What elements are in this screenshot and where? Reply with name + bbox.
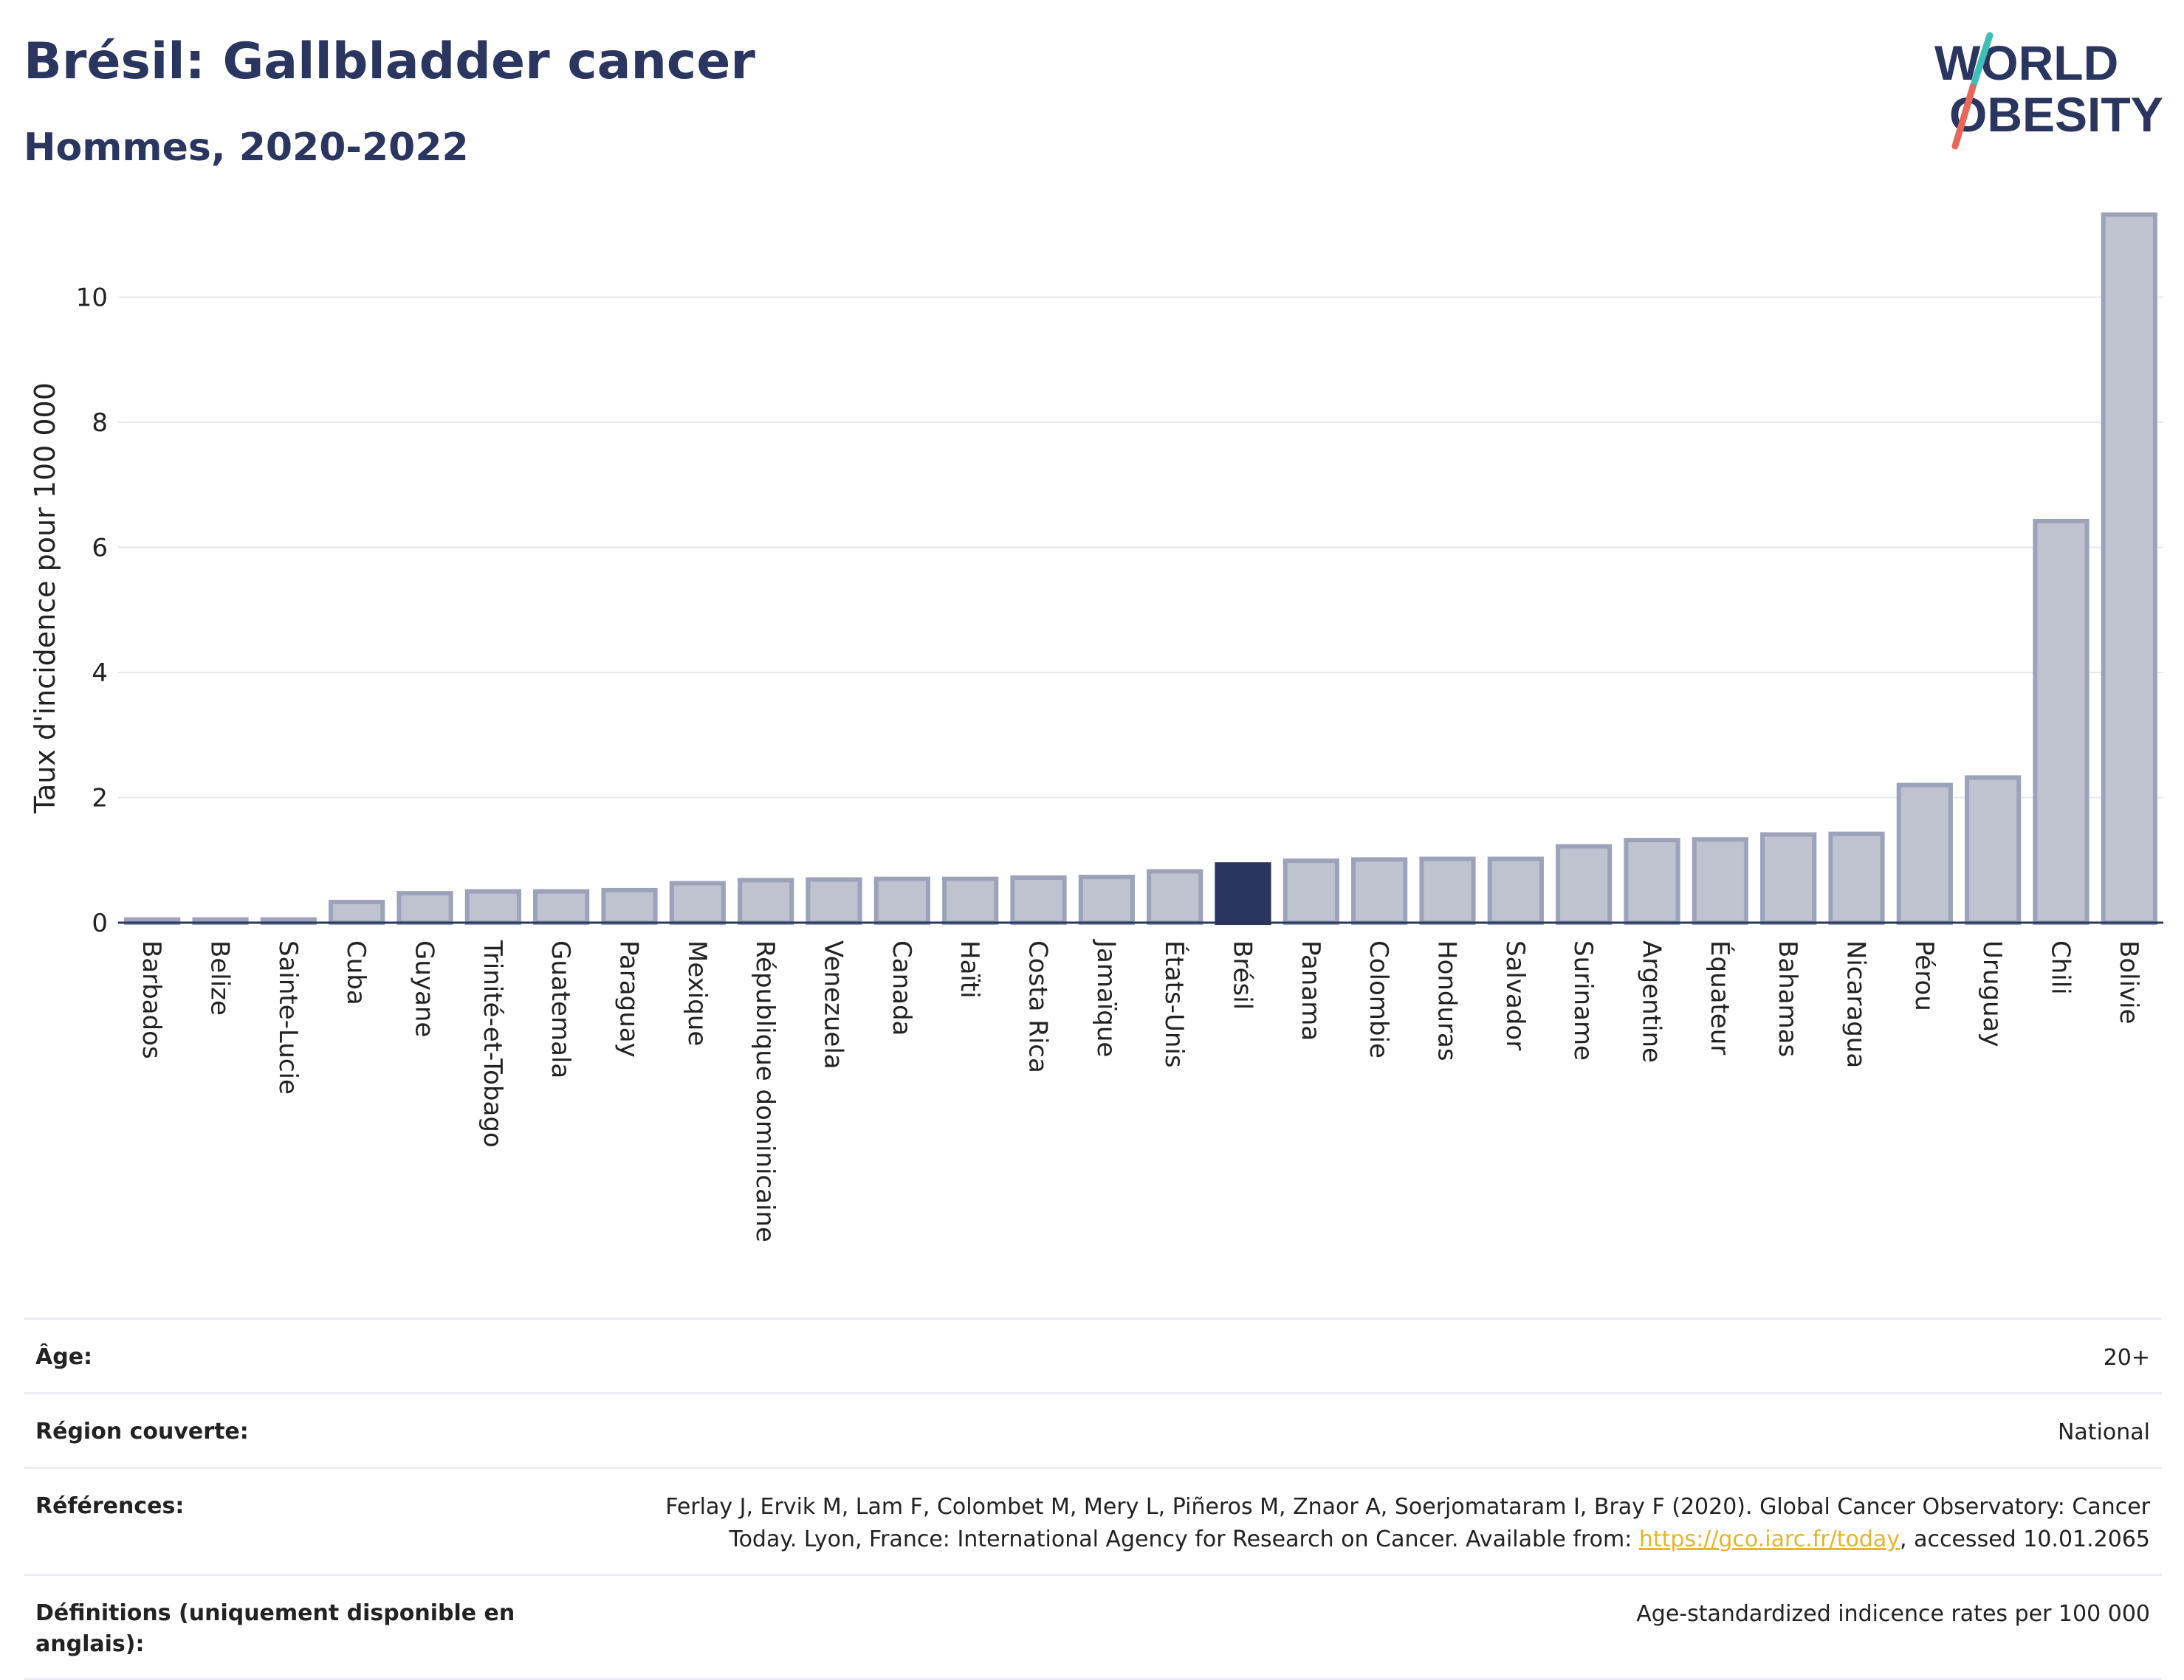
bar-Salvador — [1487, 856, 1544, 926]
age-label: Âge: — [35, 1344, 93, 1370]
x-tick-labels: Barbados Belize Sainte-Lucie Cuba Guyane Trin… — [137, 939, 2143, 1242]
x-tick-label: Uruguay — [1977, 940, 2007, 1047]
svg-text:WORLD: WORLD — [1934, 35, 2118, 90]
x-tick-label: Bahamas — [1773, 940, 1802, 1057]
bar-Venezuela — [806, 877, 862, 925]
x-tick-label: Mexique — [682, 940, 712, 1046]
y-tick-label: 4 — [92, 658, 108, 688]
bar-Chili — [2033, 518, 2089, 925]
bar-Paraguay — [601, 887, 658, 926]
chart-subtitle: Hommes, 2020-2022 — [24, 125, 469, 170]
x-tick-label: Jamaïque — [1091, 939, 1121, 1057]
x-tick-label: Trinité-et-Tobago — [478, 940, 507, 1148]
gco-link[interactable]: https://gco.iarc.fr/today — [1638, 1526, 1900, 1552]
svg-text:OBESITY: OBESITY — [1949, 87, 2163, 142]
definitions-value: Age-standardized indicence rates per 100… — [1636, 1601, 2150, 1627]
bar-Suriname — [1556, 844, 1613, 926]
x-tick-label: Honduras — [1432, 940, 1462, 1061]
region-label: Région couverte: — [35, 1419, 249, 1445]
bar-Guatemala — [533, 889, 590, 925]
references-value: Ferlay J, Ervik M, Lam F, Colombet M, Me… — [665, 1491, 2150, 1556]
bar-Bahamas — [1760, 832, 1817, 925]
x-tick-label: Suriname — [1568, 940, 1598, 1061]
x-tick-label: Canada — [887, 940, 916, 1036]
meta-row-region: Région couverte: National — [24, 1392, 2162, 1467]
bar-chart: 0 2 4 6 8 10 Barbados Belize Sainte-Lucie Cuba Gu… — [29, 212, 2163, 1242]
bar-Cuba — [329, 900, 385, 926]
y-tick-label: 0 — [92, 909, 108, 938]
bar-Uruguay — [1965, 775, 2022, 925]
x-tick-label: Panama — [1296, 940, 1325, 1041]
bar-Mexique — [669, 881, 726, 926]
bar-Colombie — [1351, 857, 1408, 925]
x-tick-label: Paraguay — [614, 940, 644, 1058]
x-tick-label: Belize — [205, 940, 235, 1016]
x-tick-label: Salvador — [1500, 940, 1530, 1050]
x-tick-label: Argentine — [1637, 940, 1666, 1063]
bar-Guyane — [396, 891, 453, 925]
bar-Haïti — [942, 876, 999, 926]
x-tick-label: Chili — [2046, 940, 2075, 995]
grid-lines — [118, 296, 2163, 799]
metadata-table: Âge: 20+ Région couverte: National Référ… — [24, 1318, 2162, 1680]
y-axis-label: Taux d'incidence pour 100 000 — [29, 382, 61, 814]
x-tick-label: Nicaragua — [1841, 940, 1871, 1068]
x-tick-label: Haïti — [955, 940, 984, 999]
x-tick-label: Venezuela — [819, 940, 848, 1070]
x-tick-label: Guyane — [410, 940, 439, 1037]
y-tick-label: 8 — [92, 408, 108, 438]
references-label: Références: — [35, 1493, 185, 1519]
bar-Panama — [1282, 858, 1339, 925]
bar-Pérou — [1896, 782, 1953, 925]
region-value: National — [2057, 1419, 2150, 1445]
meta-row-references: Références: Ferlay J, Ervik M, Lam F, Co… — [24, 1467, 2162, 1574]
x-tick-label: Brésil — [1228, 940, 1257, 1010]
x-tick-label: Barbados — [137, 940, 166, 1059]
y-tick-label: 10 — [76, 283, 108, 313]
references-line-1: Ferlay J, Ervik M, Lam F, Colombet M, Me… — [665, 1494, 2150, 1520]
x-tick-label: Colombie — [1364, 940, 1393, 1058]
bar-Jamaïque — [1078, 875, 1135, 926]
definitions-label: Définitions (uniquement disponible en an… — [35, 1600, 515, 1657]
bar-Honduras — [1419, 856, 1476, 926]
bar-Costa Rica — [1010, 875, 1067, 925]
bar-Bolivie — [2101, 212, 2157, 925]
meta-row-definitions: Définitions (uniquement disponible en an… — [24, 1574, 2162, 1680]
bar-Équateur — [1692, 837, 1748, 925]
references-line-2: Today. Lyon, France: International Agenc… — [729, 1526, 2150, 1552]
meta-row-age: Âge: 20+ — [24, 1318, 2162, 1392]
x-tick-label: Équateur — [1705, 940, 1735, 1055]
y-tick-label: 6 — [92, 534, 108, 563]
bar-Canada — [873, 876, 930, 926]
y-tick-label: 2 — [92, 784, 108, 813]
bar-États-Unis — [1147, 869, 1203, 925]
bar-République dominicaine — [738, 878, 794, 926]
bar-Nicaragua — [1828, 831, 1885, 925]
x-tick-label: République dominicaine — [750, 940, 780, 1242]
chart-title: Brésil: Gallbladder cancer — [24, 32, 755, 91]
world-obesity-logo: WORLD OBESITY — [1934, 32, 2163, 150]
bars — [124, 212, 2157, 926]
x-tick-label: Guatemala — [546, 940, 575, 1078]
age-value: 20+ — [2103, 1345, 2150, 1371]
y-tick-labels: 0 2 4 6 8 10 — [76, 283, 108, 938]
x-tick-label: Pérou — [1909, 940, 1939, 1011]
x-tick-label: Bolivie — [2114, 940, 2143, 1025]
x-tick-label: Costa Rica — [1023, 940, 1053, 1073]
x-tick-label: Sainte-Lucie — [273, 940, 303, 1095]
bar-Trinité-et-Tobago — [464, 889, 521, 925]
x-tick-label: États-Unis — [1159, 940, 1189, 1068]
bar-Argentine — [1624, 838, 1680, 926]
bar-Brésil — [1215, 862, 1271, 925]
x-tick-label: Cuba — [341, 940, 371, 1005]
